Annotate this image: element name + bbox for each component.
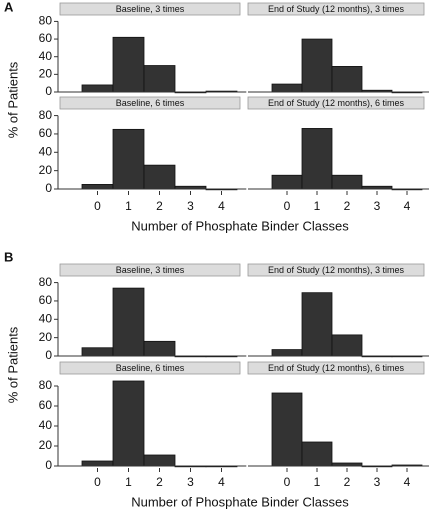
y-axis-label: % of Patients [5, 61, 20, 138]
x-tick-label: 1 [125, 475, 132, 489]
x-tick-label: 0 [284, 199, 291, 213]
x-tick-label: 2 [344, 199, 351, 213]
panel-label: A [4, 0, 14, 14]
y-tick-label: 40 [39, 49, 53, 63]
x-tick-label: 3 [374, 475, 381, 489]
x-tick-label: 0 [94, 475, 101, 489]
y-tick-label: 40 [39, 144, 53, 158]
bar [112, 128, 145, 190]
x-axis-label: Number of Phosphate Binder Classes [131, 218, 349, 233]
y-tick-label: 0 [45, 84, 52, 98]
panel-title: Baseline, 3 times [116, 265, 185, 275]
bar [112, 36, 145, 93]
bar [271, 83, 303, 93]
bar [301, 441, 333, 467]
x-tick-label: 4 [218, 199, 225, 213]
y-tick-label: 60 [39, 31, 53, 45]
bar [112, 380, 145, 467]
bar [81, 460, 114, 467]
bar [301, 128, 333, 190]
x-tick-label: 4 [404, 475, 411, 489]
x-tick-label: 4 [218, 475, 225, 489]
y-tick-label: 0 [45, 458, 52, 472]
y-tick-label: 0 [45, 181, 52, 195]
x-tick-label: 1 [314, 199, 321, 213]
y-tick-label: 40 [39, 311, 53, 325]
bar [143, 65, 176, 93]
bar [301, 38, 333, 93]
bar [271, 349, 303, 357]
strip [247, 96, 425, 110]
panel-label: B [4, 249, 13, 264]
panel-title: Baseline, 3 times [116, 4, 185, 14]
x-tick-label: 2 [156, 199, 163, 213]
bar [81, 184, 114, 190]
bar [331, 334, 363, 357]
x-tick-label: 1 [125, 199, 132, 213]
y-tick-label: 20 [39, 438, 53, 452]
panel-title: End of Study (12 months), 6 times [268, 98, 405, 108]
bar [143, 340, 176, 357]
bar [331, 174, 363, 190]
y-tick-label: 20 [39, 330, 53, 344]
strip [59, 263, 241, 277]
panel-title: End of Study (12 months), 6 times [268, 363, 405, 373]
bar [301, 292, 333, 357]
strip [247, 263, 425, 277]
panel-title: End of Study (12 months), 3 times [268, 265, 405, 275]
y-tick-label: 80 [39, 275, 53, 289]
x-tick-label: 1 [314, 475, 321, 489]
x-tick-label: 2 [344, 475, 351, 489]
x-tick-label: 0 [94, 199, 101, 213]
panel-title: End of Study (12 months), 3 times [268, 4, 405, 14]
bar [81, 347, 114, 357]
x-tick-label: 4 [404, 199, 411, 213]
y-tick-label: 80 [39, 14, 53, 28]
panel-title: Baseline, 6 times [116, 363, 185, 373]
y-tick-label: 60 [39, 293, 53, 307]
bar [81, 84, 114, 93]
bar [271, 174, 303, 190]
y-tick-label: 60 [39, 126, 53, 140]
bar [331, 66, 363, 93]
y-tick-label: 60 [39, 398, 53, 412]
strip [59, 96, 241, 110]
strip [247, 2, 425, 16]
y-tick-label: 20 [39, 67, 53, 81]
strip [59, 361, 241, 375]
x-axis-label: Number of Phosphate Binder Classes [131, 494, 349, 509]
bar [112, 287, 145, 357]
panel-title: Baseline, 6 times [116, 98, 185, 108]
strip [247, 361, 425, 375]
y-tick-label: 40 [39, 418, 53, 432]
y-tick-label: 20 [39, 163, 53, 177]
strip [59, 2, 241, 16]
x-tick-label: 0 [284, 475, 291, 489]
x-tick-label: 2 [156, 475, 163, 489]
y-tick-label: 0 [45, 348, 52, 362]
y-tick-label: 80 [39, 108, 53, 122]
x-tick-label: 3 [374, 199, 381, 213]
bar [143, 454, 176, 467]
x-tick-label: 3 [187, 475, 194, 489]
y-tick-label: 80 [39, 378, 53, 392]
bar [143, 164, 176, 190]
y-axis-label: % of Patients [5, 326, 20, 403]
x-tick-label: 3 [187, 199, 194, 213]
bar [271, 392, 303, 467]
